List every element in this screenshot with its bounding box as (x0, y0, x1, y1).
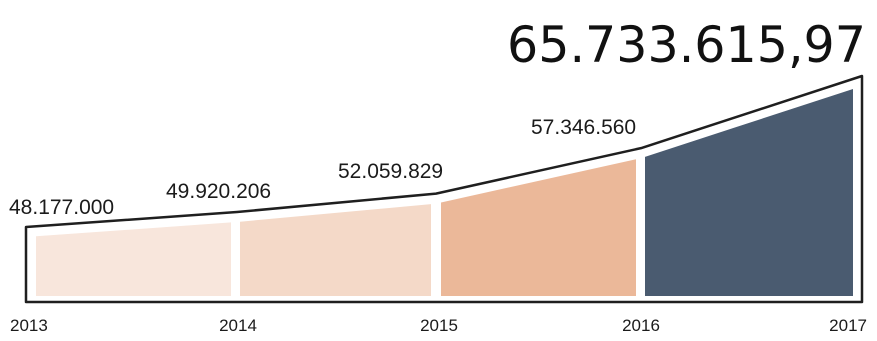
x-tick-2017: 2017 (829, 316, 867, 335)
value-label-2015: 52.059.829 (338, 160, 443, 183)
segment-2016-2017 (645, 88, 853, 296)
x-tick-2016: 2016 (622, 316, 660, 335)
x-tick-2014: 2014 (219, 316, 257, 335)
value-label-2017: 65.733.615,97 (507, 16, 866, 74)
value-label-2014: 49.920.206 (166, 180, 271, 203)
segments-group (36, 88, 853, 296)
x-tick-2013: 2013 (10, 316, 48, 335)
value-label-2016: 57.346.560 (531, 116, 636, 139)
segment-2013-2014 (36, 222, 231, 296)
value-label-2013: 48.177.000 (9, 196, 114, 219)
segment-2015-2016 (441, 159, 636, 296)
segment-2014-2015 (240, 204, 431, 296)
x-tick-2015: 2015 (420, 316, 458, 335)
chart-outline (24, 74, 864, 304)
